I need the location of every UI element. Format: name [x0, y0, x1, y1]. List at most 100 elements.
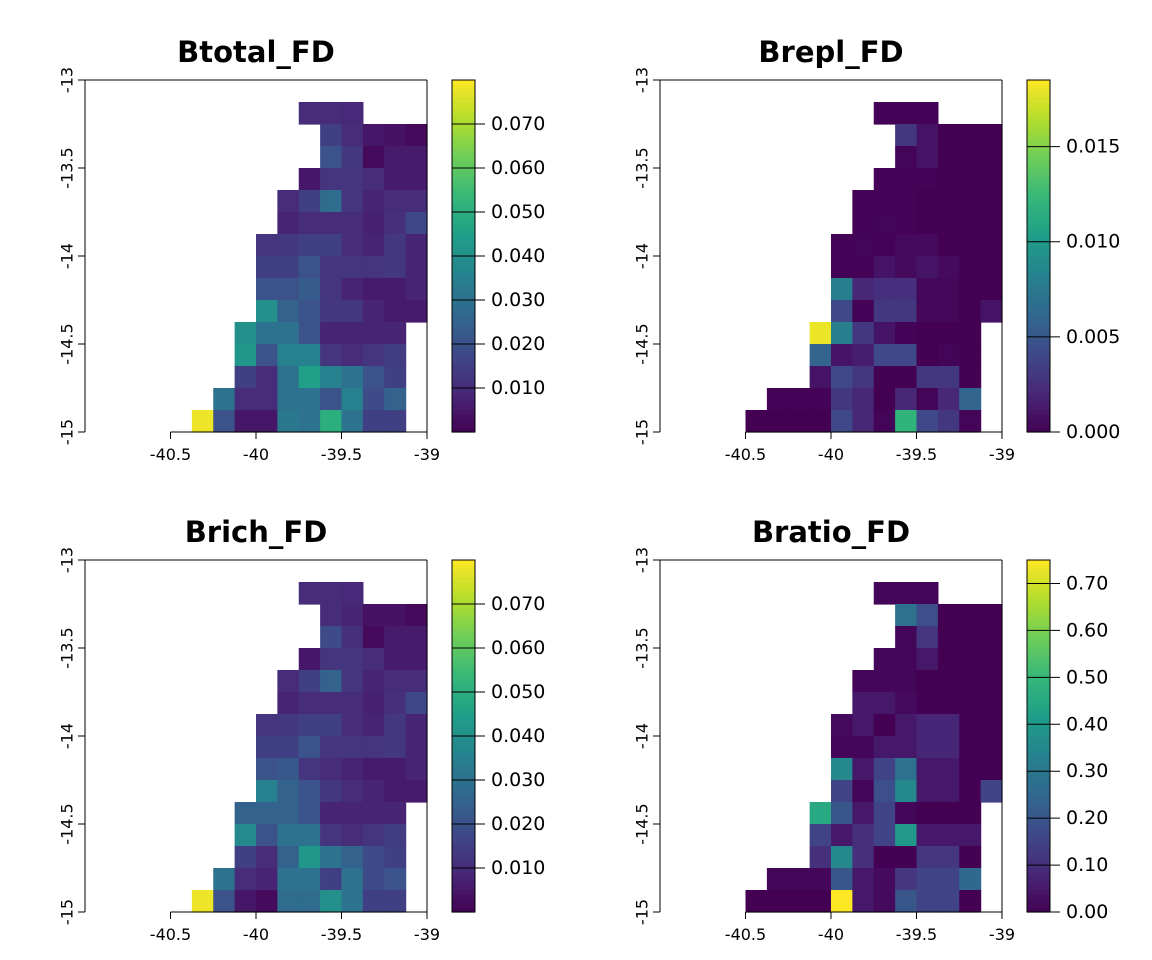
raster-cell — [873, 278, 896, 301]
colorbar-segment — [1027, 595, 1050, 601]
raster-cell — [362, 124, 385, 147]
raster-cell — [916, 212, 939, 235]
raster-cell — [362, 824, 385, 847]
raster-cell — [959, 868, 982, 891]
colorbar-segment — [1027, 639, 1050, 645]
raster-cell — [384, 344, 407, 367]
raster-cell — [852, 868, 875, 891]
colorbar-segment — [452, 357, 475, 363]
colorbar-tick-label: 0.030 — [491, 769, 545, 791]
colorbar-segment — [452, 758, 475, 763]
raster-cell — [916, 780, 939, 803]
raster-cell — [256, 802, 278, 825]
colorbar-segment — [1027, 736, 1050, 741]
colorbar-segment — [452, 828, 475, 834]
colorbar-segment — [1027, 361, 1050, 367]
raster-cell — [873, 322, 896, 345]
colorbar-segment — [1027, 410, 1050, 415]
raster-cell — [277, 780, 300, 803]
raster-cell — [788, 868, 811, 891]
colorbar-segment — [1027, 396, 1050, 402]
raster-cell — [384, 410, 407, 433]
x-axis: -40.5 -40 -39.5 -39 — [725, 431, 1015, 464]
raster-cell — [916, 234, 939, 257]
colorbar-segment — [452, 264, 475, 270]
raster-cell — [320, 758, 343, 781]
raster-cell — [384, 648, 407, 671]
colorbar-segment — [1027, 286, 1050, 292]
colorbar-segment — [1027, 586, 1050, 592]
colorbar-segment — [1027, 590, 1050, 596]
colorbar-segment — [1027, 150, 1050, 156]
colorbar-segment — [452, 586, 475, 592]
raster-cell — [873, 758, 896, 781]
raster-cell — [256, 366, 278, 389]
colorbar-segment — [452, 295, 475, 301]
raster-cell — [831, 824, 853, 847]
colorbar-segment — [452, 146, 475, 151]
colorbar-segment — [1027, 322, 1050, 327]
x-tick-label: -40 — [818, 925, 844, 944]
raster-cell — [298, 890, 321, 913]
raster-cell — [873, 410, 896, 433]
raster-cell — [873, 802, 896, 825]
colorbar-tick-label: 0.030 — [491, 289, 545, 311]
x-tick-label: -39 — [414, 445, 440, 464]
colorbar-segment — [1027, 330, 1050, 336]
colorbar-segment — [1027, 903, 1050, 909]
raster-cell — [405, 692, 428, 715]
colorbar-segment — [452, 418, 475, 424]
raster-cell — [895, 780, 918, 803]
raster-cell — [277, 890, 300, 913]
colorbar-segment — [452, 361, 475, 367]
y-tick-label: -13.5 — [58, 147, 77, 188]
raster-cell — [937, 300, 960, 323]
raster-cell — [256, 322, 278, 345]
raster-cell — [980, 604, 1003, 627]
raster-cell — [831, 780, 853, 803]
raster-cell — [277, 802, 300, 825]
colorbar-segment — [1027, 907, 1050, 913]
colorbar-segment — [452, 414, 475, 420]
raster-cell — [320, 824, 343, 847]
raster-cell — [959, 648, 982, 671]
colorbar-segment — [1027, 573, 1050, 579]
raster-cell — [873, 102, 896, 125]
colorbar-tick-label: 0.000 — [1066, 421, 1120, 443]
colorbar-segment — [452, 291, 475, 297]
colorbar-segment — [1027, 97, 1050, 103]
raster-cell — [959, 714, 982, 737]
colorbar-segment — [452, 815, 475, 821]
raster-cell — [362, 648, 385, 671]
raster-cell — [341, 146, 364, 169]
colorbar-segment — [452, 242, 475, 248]
raster-cell — [895, 692, 918, 715]
raster-cell — [895, 256, 918, 279]
colorbar-segment — [1027, 119, 1050, 125]
raster-cell — [916, 102, 939, 125]
raster-cell — [831, 322, 853, 345]
colorbar-segment — [1027, 692, 1050, 697]
colorbar-segment — [1027, 260, 1050, 266]
raster-cell — [937, 190, 960, 213]
colorbar-segment — [452, 749, 475, 755]
raster-cell — [831, 410, 853, 433]
raster-cell — [384, 146, 407, 169]
colorbar-segment — [1027, 771, 1050, 777]
colorbar-segment — [452, 788, 475, 794]
raster-cell — [916, 388, 939, 411]
colorbar-segment — [1027, 683, 1050, 689]
colorbar-segment — [1027, 780, 1050, 785]
colorbar-segment — [1027, 374, 1050, 380]
colorbar-segment — [452, 696, 475, 702]
colorbar-segment — [1027, 159, 1050, 165]
colorbar-tick-label: 0.040 — [491, 725, 545, 747]
colorbar-segment — [452, 608, 475, 614]
raster-cell — [320, 256, 343, 279]
raster-cell — [277, 300, 300, 323]
raster-cell — [341, 824, 364, 847]
colorbar-segment — [452, 670, 475, 675]
x-tick-label: -40.5 — [150, 925, 191, 944]
raster-cell — [234, 824, 257, 847]
raster-cell — [873, 692, 896, 715]
